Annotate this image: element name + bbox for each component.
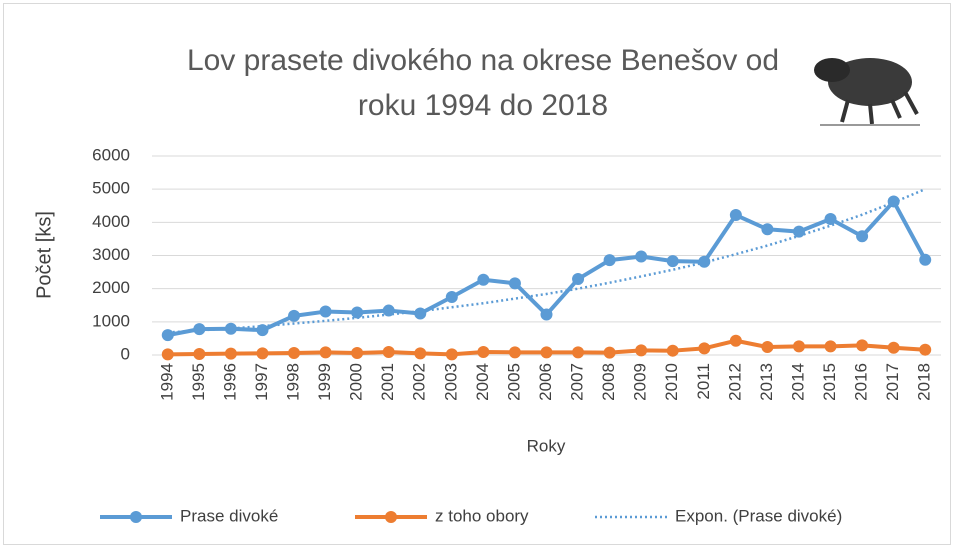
x-tick-label: 2011 xyxy=(694,363,713,400)
x-tick-label: 2006 xyxy=(536,363,555,401)
x-tick-label: 2002 xyxy=(410,363,429,401)
x-tick-label: 2004 xyxy=(473,363,492,401)
x-tick-label: 2016 xyxy=(852,363,871,401)
point xyxy=(320,306,332,318)
point xyxy=(162,329,174,341)
point xyxy=(919,344,931,356)
point xyxy=(225,323,237,335)
point xyxy=(193,323,205,335)
point xyxy=(888,195,900,207)
point xyxy=(383,305,395,317)
y-tick-label: 1000 xyxy=(92,311,130,330)
x-tick-label: 1997 xyxy=(252,363,271,401)
point xyxy=(856,339,868,351)
x-tick-label: 2018 xyxy=(915,363,934,401)
legend-label: Expon. (Prase divoké) xyxy=(675,506,842,525)
point xyxy=(572,273,584,285)
point xyxy=(288,310,300,322)
point xyxy=(825,340,837,352)
x-tick-label: 2009 xyxy=(631,363,650,401)
point xyxy=(730,209,742,221)
point xyxy=(572,346,584,358)
x-tick-label: 2008 xyxy=(599,363,618,401)
legend-label: Prase divoké xyxy=(180,506,278,525)
point xyxy=(604,254,616,266)
point xyxy=(225,348,237,360)
point xyxy=(477,274,489,286)
point xyxy=(761,341,773,353)
point xyxy=(509,277,521,289)
y-tick-label: 4000 xyxy=(92,212,130,231)
point xyxy=(162,348,174,360)
point xyxy=(256,324,268,336)
x-tick-label: 2001 xyxy=(378,363,397,401)
point xyxy=(888,342,900,354)
point xyxy=(761,223,773,235)
point xyxy=(667,255,679,267)
point xyxy=(856,230,868,242)
x-tick-label: 2012 xyxy=(725,363,744,401)
x-tick-label: 2000 xyxy=(347,363,366,401)
point xyxy=(509,346,521,358)
point xyxy=(604,347,616,359)
point xyxy=(825,213,837,225)
chart-title: Lov prasete divokého na okrese Benešov o… xyxy=(173,38,793,128)
legend-marker xyxy=(130,511,142,523)
chart-page: Roky Počet [ks] 0 1000 2000 3000 4000 5000 600… xyxy=(0,0,955,549)
x-axis-title: Roky xyxy=(527,436,566,455)
point xyxy=(793,226,805,238)
point xyxy=(698,256,710,268)
point xyxy=(193,348,205,360)
x-tick-label: 1999 xyxy=(315,363,334,401)
point xyxy=(667,345,679,357)
x-tick-label: 2003 xyxy=(441,363,460,401)
x-tick-label: 2017 xyxy=(883,363,902,401)
point xyxy=(414,308,426,320)
point xyxy=(351,347,363,359)
x-tick-label: 1995 xyxy=(189,363,208,401)
legend-marker xyxy=(385,511,397,523)
x-tick-label: 1994 xyxy=(157,363,176,401)
point xyxy=(414,347,426,359)
y-tick-label: 0 xyxy=(121,344,130,363)
point xyxy=(919,254,931,266)
x-tick-label: 1998 xyxy=(284,363,303,401)
point xyxy=(698,342,710,354)
y-tick-label: 6000 xyxy=(92,145,130,164)
point xyxy=(288,347,300,359)
point xyxy=(793,340,805,352)
y-tick-label: 5000 xyxy=(92,179,130,198)
point xyxy=(446,348,458,360)
x-tick-label: 2010 xyxy=(662,363,681,401)
point xyxy=(635,344,647,356)
y-tick-label: 2000 xyxy=(92,278,130,297)
point xyxy=(730,335,742,347)
x-tick-label: 2013 xyxy=(757,363,776,401)
point xyxy=(320,346,332,358)
x-tick-label: 2014 xyxy=(788,363,807,401)
y-tick-label: 3000 xyxy=(92,245,130,264)
point xyxy=(477,346,489,358)
legend-label: z toho obory xyxy=(435,506,529,525)
point xyxy=(446,291,458,303)
point xyxy=(383,346,395,358)
point xyxy=(541,309,553,321)
point xyxy=(541,346,553,358)
point xyxy=(635,250,647,262)
point xyxy=(351,307,363,319)
x-tick-label: 2015 xyxy=(820,363,839,401)
x-tick-label: 2007 xyxy=(568,363,587,401)
x-tick-label: 1996 xyxy=(220,363,239,401)
y-axis-title: Počet [ks] xyxy=(33,211,55,299)
point xyxy=(256,347,268,359)
x-tick-label: 2005 xyxy=(504,363,523,401)
